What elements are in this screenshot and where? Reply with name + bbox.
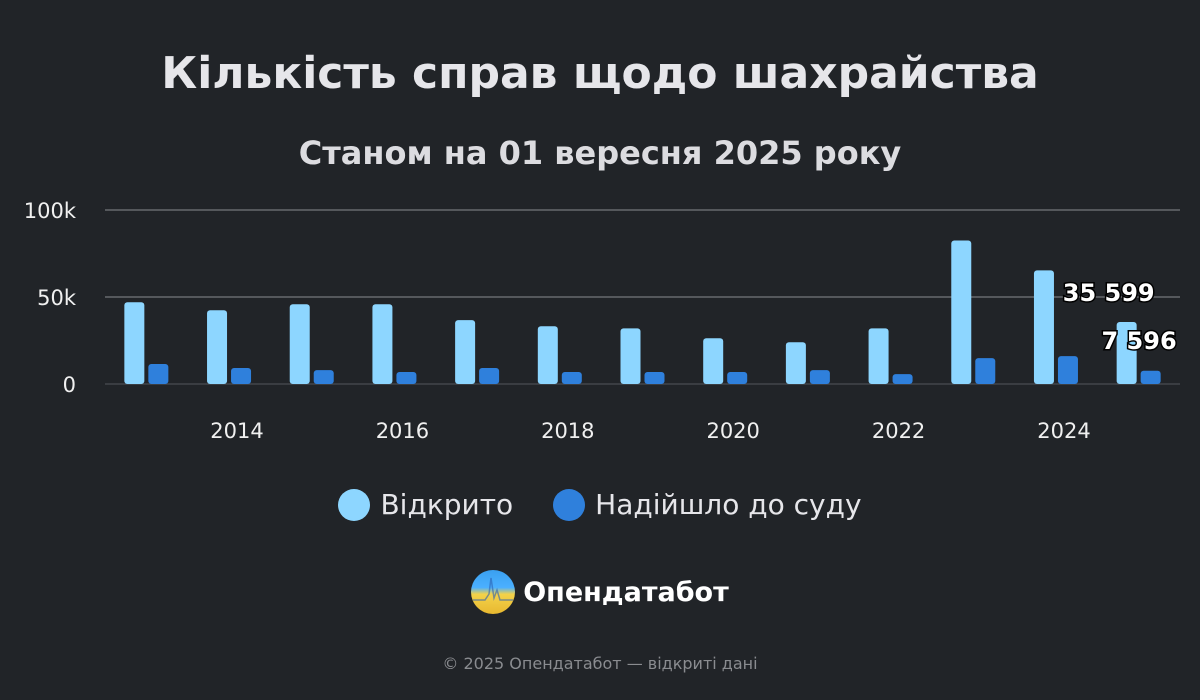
- opendatabot-logo-icon: [471, 570, 516, 614]
- x-tick-label: 2020: [706, 419, 759, 443]
- bar-opened-2022: [868, 328, 889, 384]
- bar-court-2020: [727, 371, 748, 384]
- y-tick-label: 100k: [24, 199, 77, 223]
- bar-opened-2025: [1116, 322, 1137, 384]
- bar-court-2025: [1140, 370, 1161, 384]
- bar-opened-2014: [207, 310, 228, 384]
- bar-court-2022: [892, 374, 913, 384]
- bar-court-2019: [644, 371, 665, 384]
- x-tick-label: 2018: [541, 419, 594, 443]
- footer-copyright: © 2025 Опендатабот — відкриті дані: [442, 654, 758, 673]
- legend-label: Відкрито: [380, 488, 514, 521]
- bar-court-2017: [479, 367, 500, 384]
- bar-opened-2020: [703, 338, 724, 384]
- data-label: 7 596: [1101, 327, 1176, 355]
- x-tick-label: 2014: [210, 419, 263, 443]
- bar-court-2013: [148, 363, 169, 384]
- brand: Опендатабот: [0, 570, 1200, 614]
- bar-opened-2016: [372, 304, 393, 384]
- bar-opened-2015: [289, 304, 310, 384]
- bar-court-2015: [313, 370, 334, 384]
- bar-court-2016: [396, 371, 417, 384]
- bar-court-2023: [975, 358, 996, 384]
- bar-court-2014: [231, 367, 252, 384]
- chart-subtitle: Станом на 01 вересня 2025 року: [298, 134, 902, 172]
- bar-opened-2024: [1033, 270, 1054, 384]
- x-tick-label: 2016: [376, 419, 429, 443]
- bar-opened-2018: [537, 326, 558, 384]
- data-label: 35 599: [1063, 279, 1155, 307]
- bar-court-2024: [1057, 356, 1078, 384]
- bar-court-2018: [561, 371, 582, 384]
- brand-name: Опендатабот: [523, 576, 729, 608]
- legend-marker-icon: [553, 488, 586, 521]
- x-tick-label: 2024: [1037, 419, 1090, 443]
- legend-label: Надійшло до суду: [595, 488, 862, 521]
- bar-court-2021: [809, 370, 830, 384]
- bar-opened-2023: [951, 240, 972, 384]
- bar-opened-2019: [620, 328, 641, 384]
- legend-item-court[interactable]: Надійшло до суду: [553, 488, 862, 521]
- x-tick-label: 2022: [872, 419, 925, 443]
- y-tick-label: 50k: [37, 286, 77, 310]
- bar-opened-2021: [785, 342, 806, 384]
- legend-marker-icon: [338, 488, 371, 521]
- bar-opened-2017: [455, 320, 476, 384]
- legend-item-opened[interactable]: Відкрито: [338, 488, 513, 521]
- bar-opened-2013: [124, 302, 145, 384]
- y-tick-label: 0: [63, 373, 76, 397]
- chart-title: Кількість справ щодо шахрайства: [161, 48, 1039, 99]
- legend: Відкрито Надійшло до суду: [0, 488, 1200, 521]
